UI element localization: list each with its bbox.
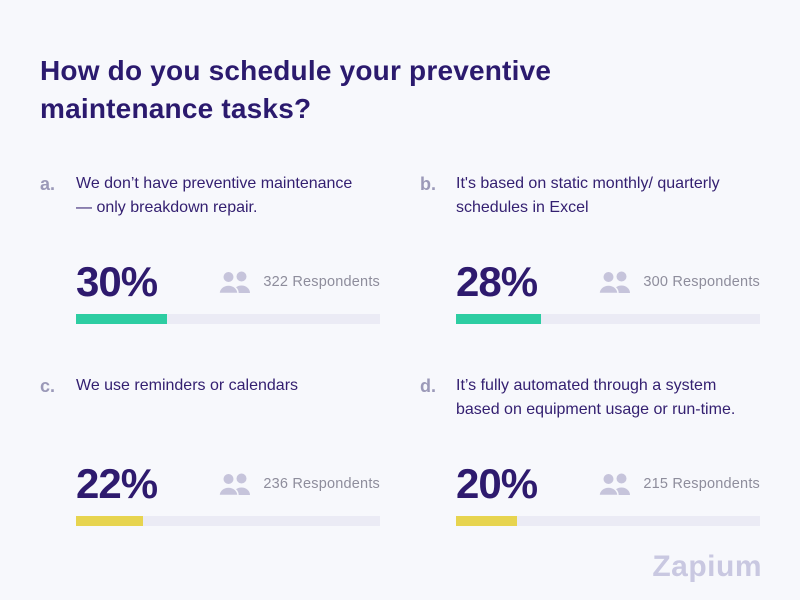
people-icon	[218, 270, 251, 294]
respondents-group: 322 Respondents	[218, 270, 380, 294]
option-card-c: c. We use reminders or calendars 22%	[40, 374, 380, 526]
options-grid: a. We don’t have preventive maintenance …	[40, 172, 760, 526]
option-card-d: d. It’s fully automated through a system…	[420, 374, 760, 526]
option-text: We use reminders or calendars	[76, 377, 299, 394]
option-card-a: a. We don’t have preventive maintenance …	[40, 172, 380, 324]
respondents-count: 322 Respondents	[263, 274, 380, 290]
option-stats: 28% 300 Respondents	[420, 259, 760, 305]
progress-track	[456, 516, 760, 526]
option-header: a. We don’t have preventive maintenance …	[40, 172, 380, 220]
respondents-group: 236 Respondents	[218, 472, 380, 496]
percent-value: 22%	[76, 460, 158, 507]
progress-track	[76, 516, 380, 526]
option-letter: b.	[420, 174, 436, 194]
percent-value: 20%	[456, 460, 538, 507]
option-text: We don’t have preventive maintenance — o…	[76, 175, 353, 216]
respondents-count: 236 Respondents	[263, 476, 380, 492]
respondents-count: 215 Respondents	[643, 476, 760, 492]
option-header: b. It's based on static monthly/ quarter…	[420, 172, 760, 220]
option-text: It's based on static monthly/ quarterly …	[456, 175, 720, 216]
progress-track	[76, 314, 380, 324]
percent-value: 30%	[76, 258, 158, 305]
page-title: How do you schedule your preventive main…	[40, 55, 552, 124]
progress-fill	[76, 516, 143, 526]
respondents-count: 300 Respondents	[643, 274, 760, 290]
progress-fill	[76, 314, 168, 324]
option-stats: 20% 215 Respondents	[420, 461, 760, 507]
respondents-group: 215 Respondents	[598, 472, 760, 496]
respondents-group: 300 Respondents	[598, 270, 760, 294]
people-icon	[598, 472, 631, 496]
progress-fill	[456, 516, 517, 526]
option-card-b: b. It's based on static monthly/ quarter…	[420, 172, 760, 324]
option-letter: c.	[40, 376, 56, 396]
progress-track	[456, 314, 760, 324]
option-stats: 30% 322 Respondents	[40, 259, 380, 305]
people-icon	[218, 472, 251, 496]
brand-logo: Zapium	[652, 550, 762, 583]
option-letter: a.	[40, 174, 56, 194]
option-stats: 22% 236 Respondents	[40, 461, 380, 507]
option-text: It’s fully automated through a system ba…	[456, 377, 736, 418]
progress-fill	[456, 314, 542, 324]
option-header: d. It’s fully automated through a system…	[420, 374, 760, 422]
percent-value: 28%	[456, 258, 538, 305]
option-letter: d.	[420, 376, 436, 396]
people-icon	[598, 270, 631, 294]
option-header: c. We use reminders or calendars	[40, 374, 380, 398]
